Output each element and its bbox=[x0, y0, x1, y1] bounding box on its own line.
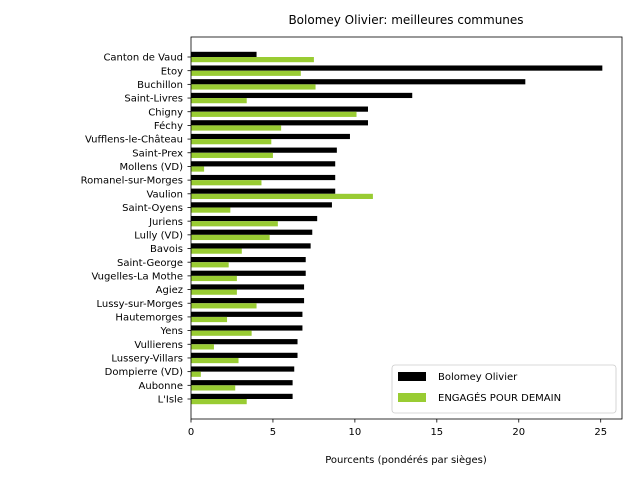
legend-swatch bbox=[398, 393, 426, 402]
x-axis: 0 5 10 15 20 25 bbox=[188, 419, 607, 438]
bar-engages-20 bbox=[191, 330, 252, 336]
legend-swatch bbox=[398, 372, 426, 381]
bar-engages-7 bbox=[191, 152, 273, 158]
y-tick-label: L'Isle bbox=[158, 395, 183, 406]
y-tick-label: Lully (VD) bbox=[134, 230, 183, 241]
x-axis-label: Pourcents (pondérés par sièges) bbox=[325, 454, 487, 466]
bar-bolomey-23 bbox=[191, 366, 295, 372]
y-tick-label: Dompierre (VD) bbox=[105, 367, 183, 378]
bar-bolomey-4 bbox=[191, 106, 368, 112]
y-tick-label: Lussery-Villars bbox=[111, 354, 183, 365]
bar-bolomey-3 bbox=[191, 92, 413, 99]
x-tick-label: 0 bbox=[188, 427, 194, 438]
bar-bolomey-19 bbox=[191, 311, 303, 317]
y-tick-label: Vufflens-le-Château bbox=[85, 134, 183, 146]
y-tick-label: Mollens (VD) bbox=[119, 162, 183, 173]
x-tick-label: 15 bbox=[430, 427, 443, 438]
bar-engages-15 bbox=[191, 262, 229, 268]
x-tick-label: 20 bbox=[512, 427, 525, 438]
bar-engages-23 bbox=[191, 371, 201, 377]
bar-bolomey-25 bbox=[191, 393, 293, 399]
y-tick-label: Bavois bbox=[150, 244, 183, 255]
bar-engages-8 bbox=[191, 166, 205, 172]
bar-engages-18 bbox=[191, 303, 257, 309]
bar-bolomey-22 bbox=[191, 352, 298, 358]
bar-engages-4 bbox=[191, 111, 357, 117]
bar-bolomey-14 bbox=[191, 243, 311, 249]
bar-engages-11 bbox=[191, 207, 231, 213]
bar-bolomey-17 bbox=[191, 284, 305, 290]
bar-engages-16 bbox=[191, 275, 237, 282]
y-tick-label: Féchy bbox=[154, 120, 183, 132]
y-tick-label: Buchillon bbox=[137, 80, 183, 91]
x-tick-label: 10 bbox=[349, 427, 362, 438]
bar-bolomey-12 bbox=[191, 215, 318, 222]
y-tick-label: Vaulion bbox=[146, 189, 183, 200]
y-tick-label: Canton de Vaud bbox=[103, 53, 183, 64]
y-tick-label: Romanel-sur-Morges bbox=[81, 176, 183, 187]
bar-bolomey-5 bbox=[191, 120, 368, 126]
bar-engages-25 bbox=[191, 399, 247, 405]
plot-area-frame bbox=[190, 36, 623, 420]
bar-bolomey-1 bbox=[191, 65, 603, 71]
y-tick-label: Etoy bbox=[161, 66, 183, 77]
y-tick-label: Yens bbox=[160, 326, 183, 337]
bar-bolomey-2 bbox=[191, 79, 526, 85]
bar-bolomey-16 bbox=[191, 270, 306, 276]
bar-engages-6 bbox=[191, 139, 272, 145]
bar-bolomey-13 bbox=[191, 229, 313, 235]
legend-label: ENGAGÉS POUR DEMAIN bbox=[438, 391, 561, 404]
bar-bolomey-11 bbox=[191, 202, 332, 208]
y-tick-label: Vullierens bbox=[134, 340, 183, 351]
bar-engages-2 bbox=[191, 84, 316, 90]
bars-group bbox=[191, 51, 603, 405]
bar-bolomey-0 bbox=[191, 51, 257, 57]
x-tick-label: 5 bbox=[270, 427, 276, 438]
bar-engages-9 bbox=[191, 180, 262, 186]
bar-bolomey-8 bbox=[191, 161, 336, 167]
bar-engages-3 bbox=[191, 98, 247, 104]
bar-bolomey-18 bbox=[191, 298, 305, 304]
bar-bolomey-6 bbox=[191, 133, 350, 140]
y-tick-label: Saint-Prex bbox=[132, 148, 183, 159]
bar-engages-24 bbox=[191, 385, 236, 391]
y-tick-label: Agiez bbox=[156, 285, 183, 296]
legend-label: Bolomey Olivier bbox=[438, 372, 518, 383]
y-tick-label: Saint-Livres bbox=[124, 94, 183, 105]
y-tick-label: Chigny bbox=[148, 107, 183, 118]
bar-bolomey-21 bbox=[191, 339, 298, 345]
bar-engages-0 bbox=[191, 57, 314, 63]
bar-engages-19 bbox=[191, 316, 228, 323]
y-tick-label: Lussy-sur-Morges bbox=[96, 299, 183, 310]
chart-title: Bolomey Olivier: meilleures communes bbox=[288, 13, 523, 27]
legend: Bolomey Olivier ENGAGÉS POUR DEMAIN bbox=[391, 364, 617, 414]
bar-bolomey-7 bbox=[191, 147, 337, 153]
bar-engages-22 bbox=[191, 357, 239, 364]
bar-engages-14 bbox=[191, 248, 242, 254]
bar-engages-5 bbox=[191, 125, 282, 131]
y-axis: Canton de Vaud Etoy Buchillon Saint-Livres C… bbox=[81, 53, 191, 406]
bar-engages-13 bbox=[191, 234, 270, 241]
x-tick-label: 25 bbox=[594, 427, 607, 438]
bar-engages-21 bbox=[191, 344, 214, 350]
bar-engages-12 bbox=[191, 221, 278, 227]
y-tick-label: Vugelles-La Mothe bbox=[91, 271, 183, 282]
bar-bolomey-15 bbox=[191, 257, 306, 263]
y-tick-label: Saint-George bbox=[117, 258, 183, 269]
y-tick-label: Hautemorges bbox=[115, 313, 183, 324]
bar-bolomey-20 bbox=[191, 325, 303, 331]
y-tick-label: Juriens bbox=[148, 217, 183, 228]
bar-bolomey-24 bbox=[191, 380, 293, 386]
legend-box bbox=[391, 364, 617, 414]
bar-engages-17 bbox=[191, 289, 237, 295]
bar-bolomey-9 bbox=[191, 174, 336, 181]
bar-engages-1 bbox=[191, 70, 301, 76]
y-tick-label: Saint-Oyens bbox=[122, 203, 183, 214]
bar-engages-10 bbox=[191, 193, 373, 199]
y-tick-label: Aubonne bbox=[139, 381, 183, 392]
bar-bolomey-10 bbox=[191, 188, 336, 194]
